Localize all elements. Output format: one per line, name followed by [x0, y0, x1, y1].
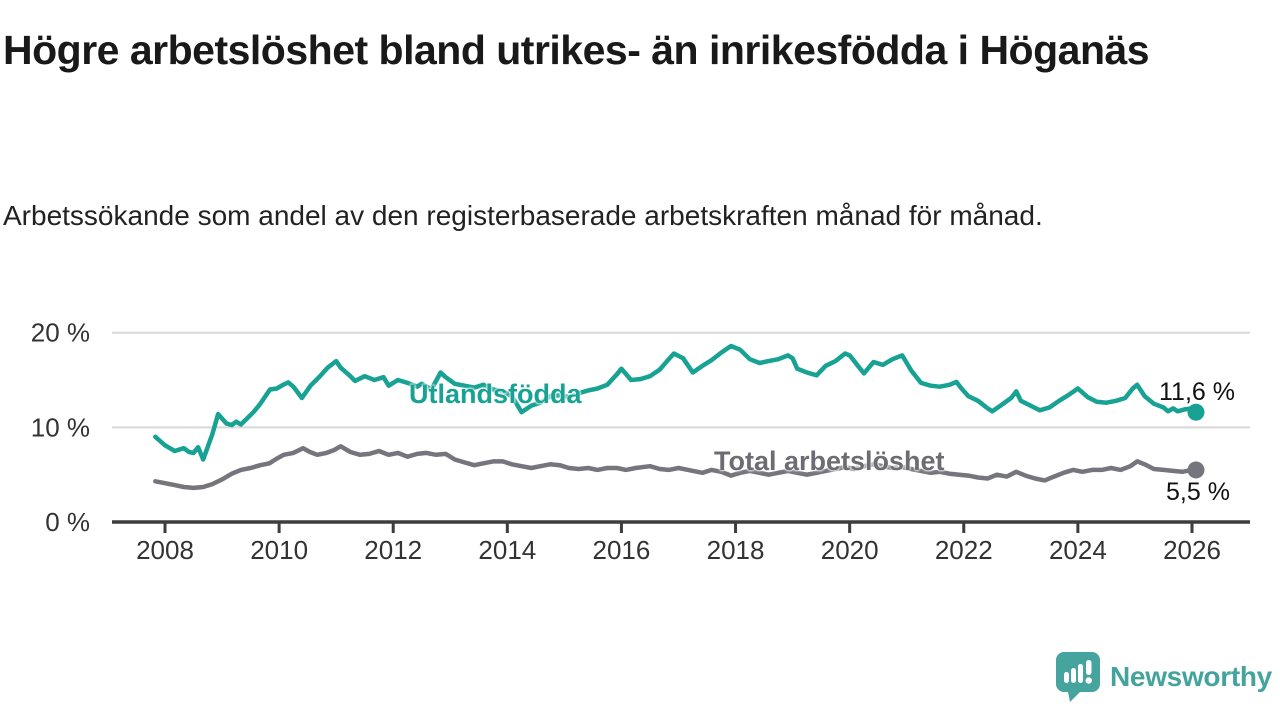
- series-label-total-arbetsloshet: Total arbetslöshet: [714, 446, 945, 476]
- x-tick-label: 2018: [707, 535, 765, 565]
- x-tick-label: 2022: [935, 535, 993, 565]
- series-label-utlandsfodda: Utlandsfödda: [409, 379, 582, 409]
- x-tick-label: 2026: [1163, 535, 1221, 565]
- series-end-dot-total-arbetsloshet: [1187, 461, 1205, 479]
- series-line-utlandsfodda: [153, 343, 1199, 462]
- series-end-dot-utlandsfodda: [1187, 403, 1205, 421]
- newsworthy-logo: Newsworthy: [1056, 652, 1272, 702]
- series-line-total-arbetsloshet: [153, 444, 1199, 491]
- speech-bubble-bar-chart-icon: [1056, 652, 1100, 702]
- x-tick-label: 2020: [821, 535, 879, 565]
- x-tick-label: 2012: [364, 535, 422, 565]
- end-value-label-utlandsfodda: 11,6 %: [1159, 378, 1235, 406]
- y-tick-label: 0 %: [45, 507, 90, 537]
- y-tick-label: 20 %: [31, 318, 90, 348]
- x-tick-label: 2016: [593, 535, 651, 565]
- y-tick-label: 10 %: [31, 412, 90, 442]
- x-tick-label: 2010: [250, 535, 308, 565]
- x-tick-label: 2024: [1049, 535, 1107, 565]
- newsworthy-logo-text: Newsworthy: [1110, 661, 1272, 692]
- page-subtitle: Arbetssökande som andel av den registerb…: [3, 200, 1043, 231]
- page-title: Högre arbetslöshet bland utrikes- än inr…: [3, 27, 1150, 73]
- x-tick-label: 2014: [478, 535, 536, 565]
- x-tick-label: 2008: [136, 535, 194, 565]
- end-value-label-total-arbetsloshet: 5,5 %: [1166, 478, 1230, 506]
